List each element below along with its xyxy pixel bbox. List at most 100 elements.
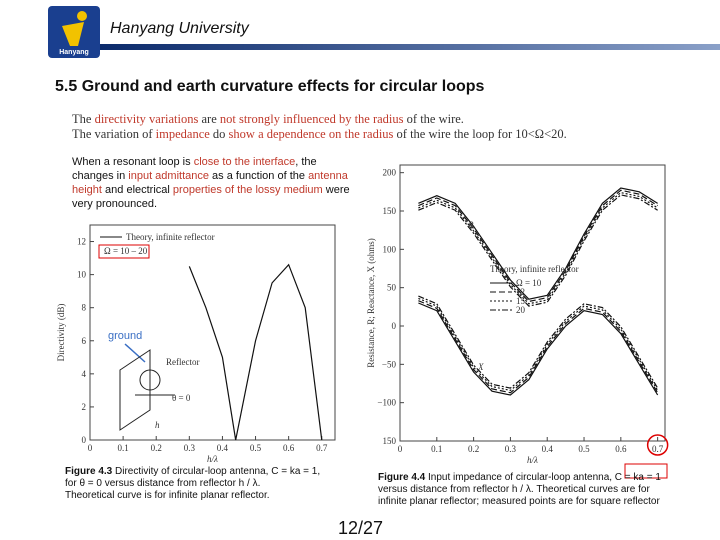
text-line: changes in input admittance as a functio…: [72, 169, 382, 183]
right-chart: 0 0.1 0.2 0.3 0.4 0.5 0.6 0.7 150 −100 −50 0 50 100 15…: [366, 164, 669, 479]
text-segment: The: [72, 112, 95, 126]
legend-text: 15: [516, 296, 526, 306]
ground-arrow: [124, 343, 146, 363]
caption-text: for θ = 0 versus distance from reflector…: [65, 478, 261, 489]
text-segment: very pronounced.: [72, 198, 157, 210]
x-label: X: [477, 362, 484, 372]
reflector-label: Reflector: [166, 357, 199, 367]
text-segment: input admittance: [128, 170, 209, 182]
plot-frame: [89, 224, 336, 441]
text-segment: as a function of the: [208, 170, 309, 182]
theta-label: θ = 0: [172, 393, 191, 403]
logo-text: Hanyang: [59, 49, 89, 56]
text-segment: The variation of: [72, 127, 156, 141]
y-tick-label: 0: [392, 321, 397, 331]
bullets: The directivity variations are not stron…: [72, 112, 567, 142]
curve: [418, 295, 659, 389]
logo-dot: [77, 11, 87, 21]
y-tick-label: 6: [82, 336, 87, 346]
caption-text: Theoretical curve is for infinite planar…: [65, 490, 270, 501]
x-tick-label: 0.1: [431, 444, 442, 454]
y-tick-label: 50: [387, 283, 397, 293]
text-segment: properties of the lossy medium: [172, 184, 323, 196]
r-label: R: [467, 220, 474, 230]
x-tick-label: 0: [88, 443, 93, 453]
curve: [418, 189, 658, 303]
caption-text: Figure 4.4: [378, 472, 426, 483]
highlight-circle: [646, 434, 669, 456]
y-tick-label: 12: [77, 237, 86, 247]
curve: [188, 263, 323, 441]
x-tick-label: 0.4: [542, 444, 554, 454]
text-segment: and electrical: [101, 184, 173, 196]
paragraph: When a resonant loop is close to the int…: [72, 155, 382, 211]
y-tick-label: 10: [77, 270, 87, 280]
curve: [418, 297, 659, 392]
text-line: The directivity variations are not stron…: [72, 112, 567, 127]
text-segment: do: [209, 127, 229, 141]
y-tick-label: 100: [383, 244, 397, 254]
caption-right: Figure 4.4 Input impedance of circular-l…: [378, 472, 668, 508]
y-tick-label: 200: [383, 168, 397, 178]
y-axis-label: Resistance, R; Reactance, X (ohms): [366, 238, 376, 367]
x-tick-label: 0.2: [468, 444, 479, 454]
y-tick-label: 150: [383, 206, 397, 216]
ground-label: ground: [108, 330, 142, 342]
y-tick-label: −50: [382, 359, 397, 369]
x-axis-label: h/λ: [527, 455, 538, 465]
text-line: height and electrical properties of the …: [72, 183, 382, 197]
y-tick-label: 2: [82, 402, 87, 412]
curve: [418, 194, 658, 307]
reflector-sketch: [119, 349, 175, 431]
x-tick-label: 0.2: [151, 443, 162, 453]
text-segment: of the wire.: [403, 112, 464, 126]
y-tick-label: 8: [82, 303, 87, 313]
page-number: 12/27: [338, 518, 384, 538]
caption-left: Figure 4.3 Directivity of circular-loop …: [65, 466, 345, 502]
x-tick-label: 0.3: [184, 443, 196, 453]
legend-text: Ω = 10: [516, 278, 542, 288]
legend-text: 20: [516, 305, 526, 315]
text-line: The variation of impedance do show a dep…: [72, 127, 567, 142]
text-segment: When a resonant loop is: [72, 156, 194, 168]
y-tick-label: 4: [82, 369, 87, 379]
x-axis-label: h/λ: [207, 454, 218, 464]
x-tick-label: 0.5: [250, 443, 262, 453]
text-segment: were: [322, 184, 350, 196]
x-tick-label: 0.1: [117, 443, 128, 453]
curve: [418, 300, 659, 394]
text-line: very pronounced.: [72, 197, 382, 211]
text-segment: show a dependence on the radius: [228, 127, 394, 141]
y-tick-label: 150: [383, 436, 397, 446]
text-segment: of the wire the loop for 10<Ω<20.: [393, 127, 567, 141]
legend-title: Theory, infinite reflector: [490, 264, 579, 274]
x-tick-label: 0.6: [283, 443, 295, 453]
y-tick-label: −100: [377, 398, 396, 408]
text-segment: impedance: [155, 127, 210, 141]
y-axis-label: Directivity (dB): [56, 304, 66, 362]
x-tick-label: 0.6: [615, 444, 627, 454]
text-segment: height: [72, 184, 102, 196]
y-tick-label: 0: [82, 435, 87, 445]
x-tick-label: 0.3: [505, 444, 517, 454]
caption-text: Figure 4.3: [65, 466, 113, 477]
text-segment: not strongly influenced by the radius: [219, 112, 404, 126]
curve: [418, 191, 658, 305]
x-tick-label: 0.4: [217, 443, 229, 453]
caption-text: Input impedance of circular-loop antenna…: [378, 472, 661, 507]
text-segment: are: [198, 112, 220, 126]
curve: [418, 187, 658, 300]
logo-mark: [62, 22, 84, 46]
text-segment: directivity variations: [94, 112, 199, 126]
highlight-box: [98, 244, 150, 259]
text-segment: changes in: [72, 170, 129, 182]
h-label: h: [155, 420, 160, 430]
text-line: When a resonant loop is close to the int…: [72, 155, 382, 169]
left-chart: 0 0.1 0.2 0.3 0.4 0.5 0.6 0.7 0 2 4 6 8 10 12 h/λ Direct…: [56, 224, 336, 464]
university: Hanyang University: [110, 20, 249, 37]
legend-range: Ω = 10 – 20: [104, 246, 148, 256]
caption-text: Directivity of circular-loop antenna, C …: [112, 466, 321, 477]
x-tick-label: 0.7: [652, 444, 664, 454]
